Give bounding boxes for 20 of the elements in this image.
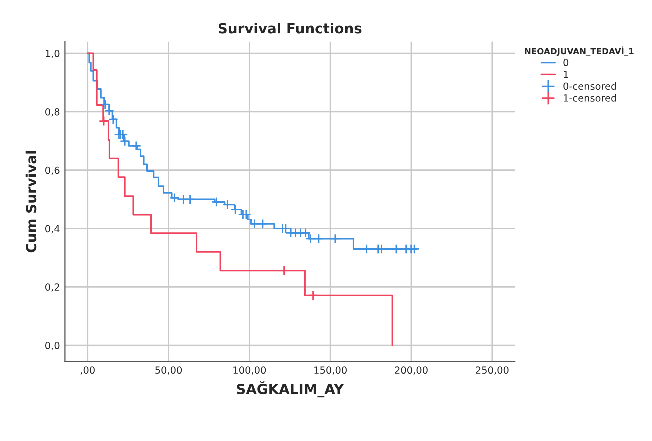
x-tick-label: 50,00 <box>156 366 182 375</box>
x-tick-label: 250,00 <box>476 366 509 375</box>
y-tick-label: 0,4 <box>46 225 60 234</box>
y-tick-label: 0,0 <box>46 342 60 350</box>
x-tick-label: ,00 <box>80 366 95 375</box>
legend-title: NEOADJUVAN_TEDAVİ_1 <box>525 46 634 56</box>
x-tick-label: 100,00 <box>234 366 266 375</box>
y-tick-label: 0,8 <box>46 108 60 117</box>
y-tick-label: 0,2 <box>46 284 60 292</box>
x-axis-title: SAĞKALIM_AY <box>237 381 344 398</box>
chart-title: Survival Functions <box>218 23 362 34</box>
y-tick-label: 0,6 <box>46 166 60 176</box>
legend-label: 0-censored <box>564 82 616 90</box>
y-tick-label: 1,0 <box>46 50 60 58</box>
legend-label: 1 <box>564 71 568 78</box>
x-tick-label: 150,00 <box>314 366 347 375</box>
legend-label: 1-censored <box>564 94 616 102</box>
y-axis-title: Cum Survival <box>26 151 37 253</box>
legend-label: 0 <box>564 59 569 66</box>
x-tick-label: 200,00 <box>395 366 428 375</box>
